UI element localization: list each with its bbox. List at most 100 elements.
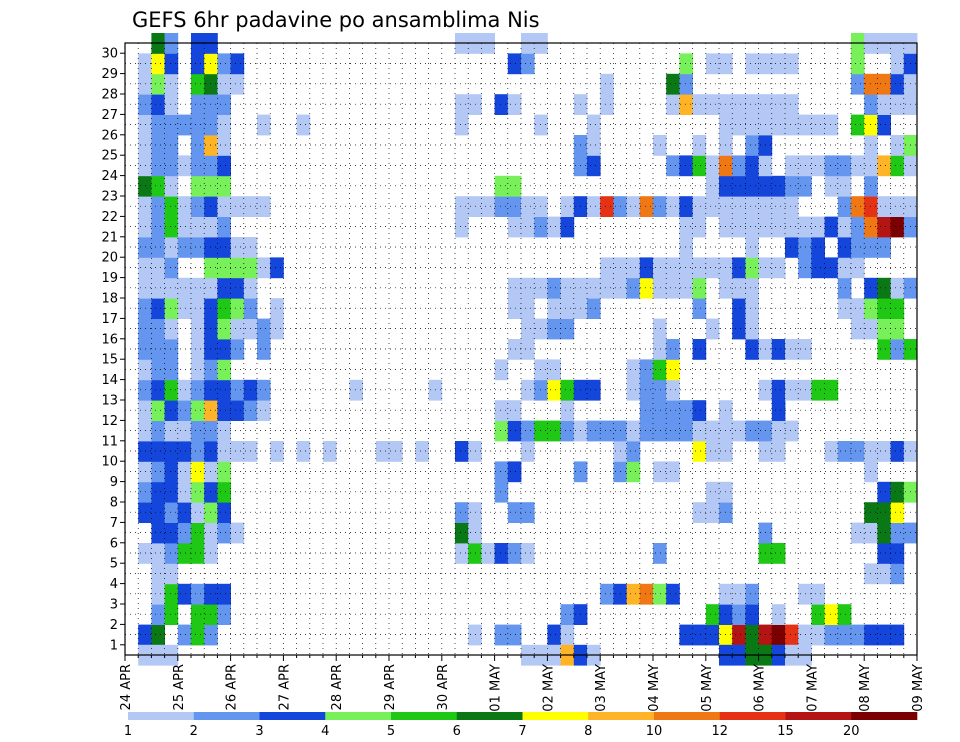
heatmap-cell-member-2-col-53 — [811, 604, 825, 625]
heatmap-cell-member-18-col-58 — [877, 277, 891, 299]
heatmap-cell-member-20-col-56 — [851, 237, 865, 258]
heatmap-cell-member-11-col-38 — [613, 420, 627, 442]
legend-swatch-3 — [259, 712, 326, 720]
heatmap-cell-member-14-col-33 — [547, 359, 561, 381]
heatmap-cell-member-28-col-9 — [230, 73, 245, 95]
heatmap-cell-member-18-col-48 — [745, 277, 759, 299]
y-tick-label-9: 9 — [110, 475, 118, 490]
heatmap-cell-member-9-col-29 — [494, 461, 509, 483]
heatmap-cell-member-21-col-57 — [864, 216, 878, 238]
heatmap-cell-member-1-col-54 — [824, 624, 839, 646]
heatmap-cell-member-6-col-8 — [217, 522, 231, 544]
heatmap-cell-member-6-col-60 — [903, 522, 918, 544]
heatmap-cell-member-13-col-10 — [243, 379, 258, 401]
y-tick-label-8: 8 — [110, 496, 118, 511]
heatmap-cell-member-22-col-46 — [719, 196, 733, 217]
heatmap-cell-member-8-col-7 — [204, 481, 218, 503]
heatmap-cell-member-1-col-50 — [771, 624, 786, 646]
heatmap-cell-member-6-col-6 — [191, 522, 205, 544]
heatmap-cell-member-6-col-56 — [851, 522, 865, 544]
heatmap-cell-member-24-col-2 — [138, 155, 152, 177]
heatmap-cell-member-21-col-49 — [758, 216, 773, 238]
heatmap-cell-member-19-col-56 — [851, 257, 865, 279]
x-tick-label-3: 27 APR — [277, 664, 292, 710]
heatmap-cell-member-24-col-59 — [890, 155, 905, 177]
heatmap-cell-member-11-col-44 — [692, 420, 707, 442]
heatmap-cell-member-26-col-7 — [204, 114, 218, 136]
y-tick-label-16: 16 — [101, 332, 118, 347]
heatmap-cell-member-10-col-4 — [164, 441, 179, 462]
heatmap-cell-member-29-col-50 — [771, 53, 786, 75]
legend-swatch-12 — [851, 712, 918, 720]
heatmap-cell-member-2-col-6 — [191, 604, 205, 625]
heatmap-cell-member-7-col-7 — [204, 502, 218, 523]
heatmap-cell-member-9-col-35 — [573, 461, 588, 483]
heatmap-cell-member-7-col-2 — [138, 502, 152, 523]
heatmap-cell-member-17-col-36 — [587, 298, 601, 319]
heatmap-cell-member-3-col-53 — [811, 583, 825, 605]
heatmap-cell-member-21-col-6 — [191, 216, 205, 238]
heatmap-cell-member-5-col-29 — [494, 543, 509, 564]
heatmap-cell-member-16-col-8 — [217, 318, 231, 340]
heatmap-cell-member-12-col-50 — [771, 400, 786, 421]
heatmap-cell-member-11-col-32 — [534, 420, 548, 442]
heatmap-cell-member-2-col-4 — [164, 604, 179, 625]
heatmap-cell-member-10-col-56 — [851, 441, 865, 462]
legend-swatch-11 — [785, 712, 852, 720]
heatmap-cell-member-17-col-33 — [547, 298, 561, 319]
heatmap-cell-member-15-col-4 — [164, 339, 179, 360]
heatmap-cell-member-8-col-2 — [138, 481, 152, 503]
heatmap-cell-member-19-col-8 — [217, 257, 231, 279]
heatmap-cell-member-3-col-42 — [666, 583, 680, 605]
heatmap-cell-member-20-col-4 — [164, 237, 179, 258]
heatmap-cell-member-27-col-58 — [877, 94, 891, 115]
heatmap-cell-member-20-col-6 — [191, 237, 205, 258]
heatmap-cell-member-13-col-51 — [785, 379, 799, 401]
heatmap-cell-member-25-col-7 — [204, 135, 218, 156]
heatmap-cell-member-2-col-50 — [771, 604, 786, 625]
heatmap-cell-member-21-col-4 — [164, 216, 179, 238]
heatmap-cell-member-29-col-9 — [230, 53, 245, 75]
heatmap-cell-member-6-col-4 — [164, 522, 179, 544]
heatmap-cell-member-21-col-48 — [745, 216, 759, 238]
heatmap-cell-member-8-col-29 — [494, 481, 509, 503]
heatmap-cell-member-9-col-6 — [191, 461, 205, 483]
heatmap-cell-member-17-col-35 — [573, 298, 588, 319]
heatmap-cell-member-18-col-38 — [613, 277, 627, 299]
heatmap-cell-member-26-col-6 — [191, 114, 205, 136]
heatmap-cell-member-1-col-33 — [547, 624, 561, 646]
heatmap-cell-member-3-col-37 — [600, 583, 614, 605]
x-tick-label-2: 26 APR — [225, 664, 240, 710]
heatmap-cell-member-18-col-36 — [587, 277, 601, 299]
heatmap-cell-member-8-col-3 — [151, 481, 165, 503]
heatmap-cell-member-25-col-35 — [573, 135, 588, 156]
heatmap-cell-member-3-col-48 — [745, 583, 759, 605]
heatmap-cell-member-21-col-53 — [811, 216, 825, 238]
legend-swatch-2 — [193, 712, 260, 720]
heatmap-cell-member-1-col-6 — [191, 624, 205, 646]
heatmap-cell-member-11-col-42 — [666, 420, 680, 442]
heatmap-cell-member-2-col-54 — [824, 604, 839, 625]
heatmap-cell-member-22-col-34 — [560, 196, 575, 217]
heatmap-cell-member-14-col-8 — [217, 359, 231, 381]
heatmap-cell-member-8-col-58 — [877, 481, 891, 503]
heatmap-cell-member-29-col-30 — [507, 53, 522, 75]
heatmap-cell-member-6-col-26 — [455, 522, 469, 544]
heatmap-cell-member-11-col-47 — [732, 420, 746, 442]
heatmap-cell-member-7-col-30 — [507, 502, 522, 523]
legend-label-7: 7 — [518, 724, 526, 739]
heatmap-cell-member-11-col-40 — [639, 420, 654, 442]
heatmap-cell-member-25-col-4 — [164, 135, 179, 156]
heatmap-cell-member-23-col-45 — [705, 175, 720, 197]
heatmap-cell-member-10-col-10 — [243, 441, 258, 462]
heatmap-cell-member-22-col-55 — [837, 196, 852, 217]
legend-swatch-10 — [719, 712, 786, 720]
heatmap-cell-member-22-col-32 — [534, 196, 548, 217]
heatmap-cell-member-19-col-11 — [257, 257, 271, 279]
heatmap-cell-member-27-col-3 — [151, 94, 165, 115]
heatmap-cell-member-13-col-18 — [349, 379, 363, 401]
y-tick-label-4: 4 — [110, 577, 118, 592]
heatmap-cell-member-20-col-10 — [243, 237, 258, 258]
heatmap-cell-member-15-col-52 — [798, 339, 812, 360]
